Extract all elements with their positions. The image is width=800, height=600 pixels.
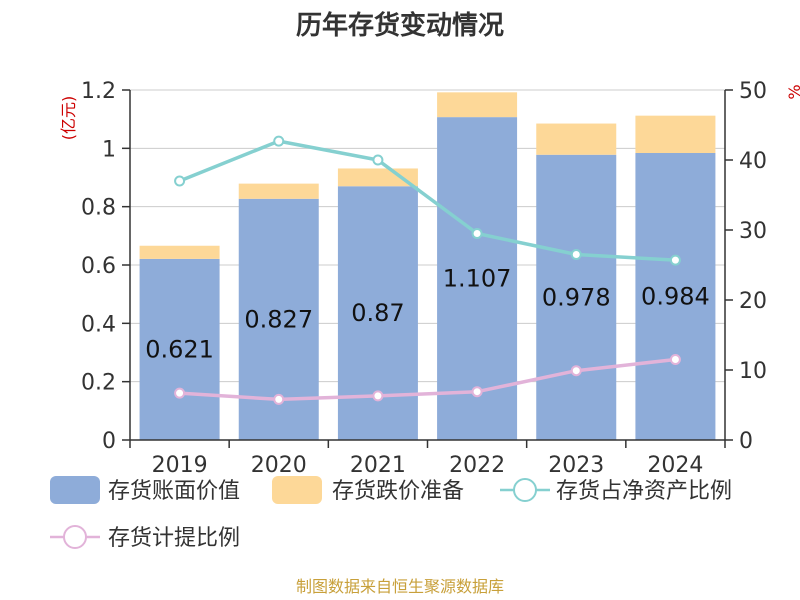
axes: 0 0.2 0.4 0.6 0.8 1 1.2 0 10 20 30 40 50 2019 2020 2021… bbox=[81, 79, 767, 478]
bar-book-value bbox=[536, 154, 617, 440]
left-tick-label: 0 bbox=[102, 429, 116, 454]
legend-label-book-value: 存货账面价值 bbox=[108, 479, 240, 504]
bar-reserve bbox=[139, 245, 220, 259]
bar-value-label: 1.107 bbox=[443, 265, 512, 293]
net-asset-ratio-point bbox=[471, 228, 483, 239]
provision-ratio-point bbox=[273, 393, 285, 405]
right-axis-unit: % bbox=[785, 84, 800, 99]
provision-ratio-point bbox=[570, 365, 582, 377]
left-tick-label: 0.4 bbox=[81, 312, 116, 337]
bar-value-label: 0.984 bbox=[641, 283, 710, 311]
legend-marker-provision-ratio bbox=[63, 525, 87, 549]
provision-ratio-point bbox=[669, 354, 681, 365]
provision-ratio-point bbox=[471, 386, 483, 398]
bar-book-value bbox=[635, 153, 716, 440]
left-tick-label: 1.2 bbox=[81, 79, 116, 104]
bar-reserve bbox=[635, 115, 716, 153]
right-tick-label: 30 bbox=[739, 219, 767, 244]
legend-swatch-reserve bbox=[272, 476, 322, 504]
right-tick-label: 50 bbox=[739, 79, 767, 104]
left-tick-label: 0.6 bbox=[81, 254, 116, 279]
provision-ratio-point bbox=[174, 387, 186, 399]
chart-title: 历年存货变动情况 bbox=[296, 10, 504, 41]
legend-swatch-book-value bbox=[50, 476, 100, 504]
bar-series bbox=[139, 92, 716, 440]
left-tick-label: 0.2 bbox=[81, 371, 116, 396]
net-asset-ratio-line bbox=[178, 139, 676, 262]
x-tick-label: 2019 bbox=[152, 453, 208, 478]
bar-value-label: 0.827 bbox=[244, 305, 313, 333]
net-asset-ratio-point bbox=[570, 249, 582, 260]
legend-label-provision-ratio: 存货计提比例 bbox=[108, 526, 240, 551]
net-asset-ratio-point bbox=[669, 254, 681, 266]
left-axis-unit: (亿元) bbox=[59, 96, 78, 141]
provision-ratio-point bbox=[372, 390, 384, 402]
bar-reserve bbox=[536, 123, 617, 155]
left-tick-label: 1 bbox=[102, 137, 116, 162]
bar-reserve bbox=[337, 168, 418, 187]
left-tick-label: 0.8 bbox=[81, 196, 116, 221]
data-labels: 0.621 0.827 0.87 1.107 0.978 0.984 bbox=[145, 265, 710, 364]
x-tick-label: 2021 bbox=[350, 453, 406, 478]
right-tick-label: 10 bbox=[739, 359, 767, 384]
bar-value-label: 0.87 bbox=[351, 299, 404, 327]
x-tick-label: 2020 bbox=[251, 453, 307, 478]
grid-lines bbox=[130, 89, 725, 383]
legend-label-reserve: 存货跌价准备 bbox=[332, 479, 464, 504]
bar-value-label: 0.978 bbox=[542, 283, 611, 311]
right-tick-label: 40 bbox=[739, 149, 767, 174]
legend-label-net-asset-ratio: 存货占净资产比例 bbox=[556, 479, 732, 504]
net-asset-ratio-point bbox=[174, 175, 186, 187]
net-asset-ratio-point bbox=[372, 154, 384, 166]
legend-marker-net-asset-ratio bbox=[513, 478, 537, 502]
right-tick-label: 20 bbox=[739, 289, 767, 314]
bar-reserve bbox=[437, 92, 518, 118]
right-tick-label: 0 bbox=[739, 429, 753, 454]
x-tick-label: 2024 bbox=[647, 453, 703, 478]
net-asset-ratio-point bbox=[273, 135, 285, 147]
x-tick-label: 2022 bbox=[449, 453, 505, 478]
provision-ratio-line bbox=[179, 357, 676, 402]
bar-book-value bbox=[139, 258, 220, 440]
line-series bbox=[174, 135, 681, 405]
bar-reserve bbox=[238, 183, 319, 199]
bar-value-label: 0.621 bbox=[145, 335, 214, 363]
data-source: 制图数据来自恒生聚源数据库 bbox=[296, 577, 504, 596]
x-tick-label: 2023 bbox=[548, 453, 604, 478]
